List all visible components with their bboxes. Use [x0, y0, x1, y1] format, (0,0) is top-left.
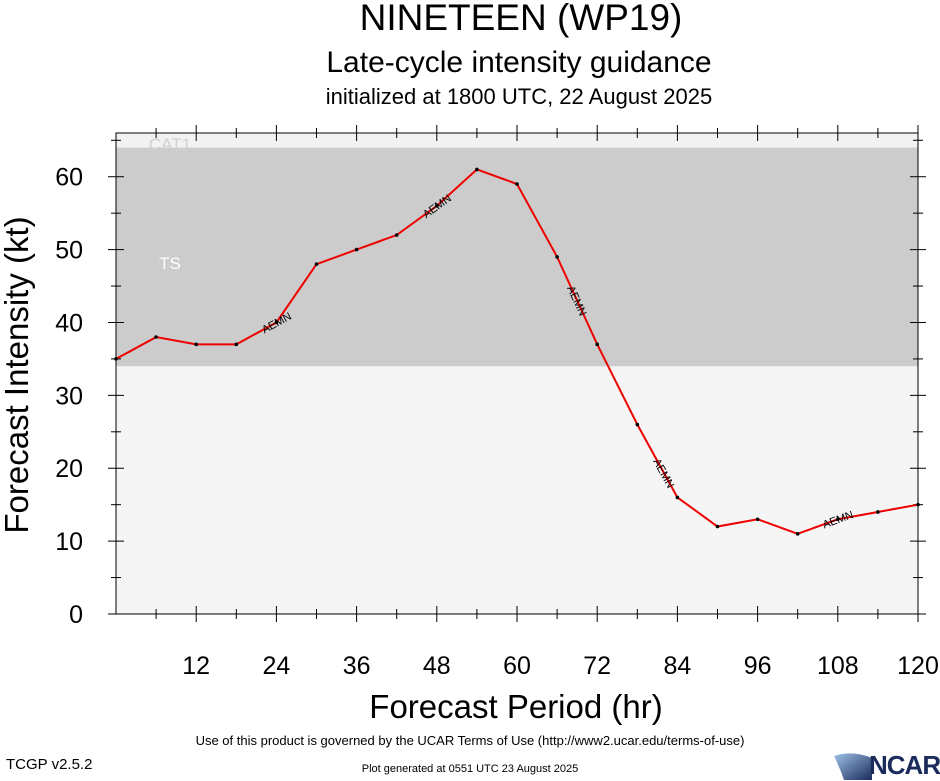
- data-point: [555, 255, 559, 259]
- data-point: [194, 342, 198, 347]
- y-tick-label: 20: [55, 455, 83, 483]
- y-tick-label: 60: [55, 164, 83, 192]
- plot-generated-text: Plot generated at 0551 UTC 23 August 202…: [361, 763, 579, 775]
- data-point: [274, 320, 279, 325]
- data-point: [675, 495, 680, 500]
- data-point: [715, 524, 720, 529]
- x-tick-label: 48: [423, 652, 451, 680]
- y-tick-label: 50: [55, 237, 83, 265]
- y-tick-label: 40: [55, 309, 83, 337]
- chart-title: NINETEEN (WP19): [360, 0, 683, 38]
- x-tick-label: 96: [744, 652, 772, 680]
- x-tick-label: 60: [503, 652, 531, 680]
- x-tick-label: 24: [262, 652, 290, 680]
- intensity-bands: TS CAT1: [116, 133, 918, 614]
- data-point: [836, 517, 840, 522]
- data-point: [234, 342, 239, 347]
- data-point: [515, 182, 519, 186]
- data-point: [354, 247, 359, 252]
- data-point: [635, 422, 640, 427]
- x-tick-label: 12: [182, 652, 210, 680]
- ncar-logo-text: NCAR: [869, 750, 940, 780]
- band-label-cat1: CAT1: [149, 135, 191, 154]
- plot-frame: [115, 132, 919, 615]
- x-axis-label: Forecast Period (hr): [369, 688, 662, 725]
- x-tick-label: 72: [583, 652, 611, 680]
- chart-init-time: initialized at 1800 UTC, 22 August 2025: [326, 84, 712, 109]
- band-ts: [116, 147, 918, 367]
- tick-labels: 12 24 36 48 60 72 84 96 108 120 0 10 20 30 40 50 60: [55, 164, 939, 680]
- data-point: [916, 502, 920, 507]
- x-tick-label: 84: [663, 652, 691, 680]
- data-point: [114, 357, 118, 361]
- data-point: [394, 233, 399, 237]
- data-point: [154, 335, 158, 339]
- chart-subtitle: Late-cycle intensity guidance: [326, 46, 711, 79]
- data-point: [595, 342, 599, 347]
- y-tick-label: 10: [55, 528, 83, 556]
- y-tick-label: 0: [69, 601, 83, 629]
- ncar-logo: NCAR: [832, 748, 940, 780]
- data-point: [475, 167, 479, 172]
- x-tick-label: 120: [897, 652, 939, 680]
- axis-ticks: [108, 125, 926, 622]
- data-point: [435, 204, 439, 208]
- ncar-logo-mark: [834, 753, 872, 780]
- x-tick-label: 36: [343, 652, 371, 680]
- terms-of-use-text: Use of this product is governed by the U…: [195, 733, 745, 748]
- data-point: [795, 532, 800, 536]
- y-tick-label: 30: [55, 382, 83, 410]
- band-label-ts: TS: [159, 254, 181, 273]
- x-tick-label: 108: [817, 652, 859, 680]
- y-axis-label: Forecast Intensity (kt): [0, 216, 35, 533]
- version-label: TCGP v2.5.2: [6, 756, 93, 773]
- data-point: [314, 262, 319, 266]
- data-point: [755, 517, 760, 522]
- data-point: [876, 510, 880, 514]
